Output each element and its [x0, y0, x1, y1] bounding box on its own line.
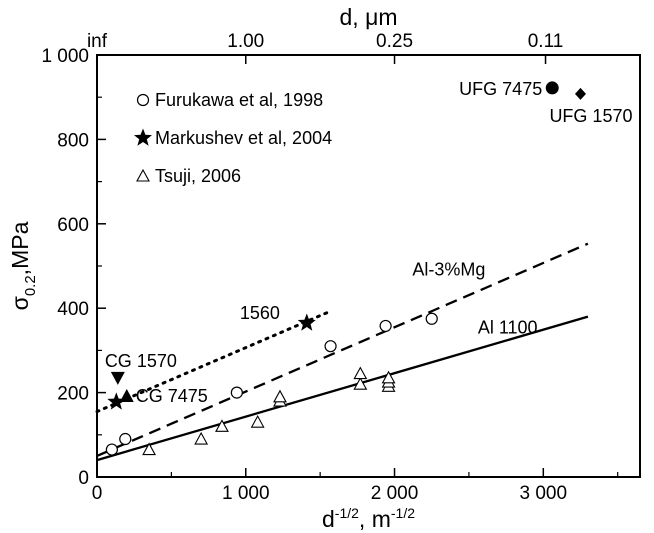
legend: Furukawa et al, 1998 Markushev et al, 200…: [134, 90, 332, 186]
data-point: [215, 419, 229, 432]
x-tick-label: 0: [92, 483, 103, 504]
y-tick-label: 800: [57, 130, 89, 151]
line-label: Al 1100: [478, 318, 538, 338]
legend-label: Furukawa et al, 1998: [155, 90, 323, 110]
y-tick-label: 1 000: [41, 46, 89, 67]
y-axis-title-sub: 0.2: [22, 275, 39, 296]
x-tick-label: 1 000: [222, 483, 270, 504]
trend-line: [95, 310, 330, 414]
legend-label: Markushev et al, 2004: [155, 128, 332, 148]
point-label: CG 7475: [136, 386, 208, 406]
point-label: CG 1570: [105, 351, 177, 371]
point-label: UFG 1570: [549, 106, 632, 126]
data-point: [297, 313, 316, 331]
y-tick-label: 0: [78, 468, 89, 489]
data-point-labeled: [119, 388, 134, 402]
trend-line: [96, 242, 589, 457]
data-point: [250, 414, 265, 428]
data-point: [142, 442, 156, 456]
x-axis-title-sup: -1/2: [391, 505, 415, 521]
x-axis-title-sup: -1/2: [335, 505, 359, 521]
line-label: Al-3%Mg: [412, 259, 485, 279]
data-point-labeled: [545, 81, 559, 95]
legend-item: Markushev et al, 2004: [134, 128, 332, 148]
y-tick-label: 600: [57, 215, 89, 236]
point-label: UFG 7475: [459, 79, 542, 99]
x-axis-title: d-1/2, m-1/2: [322, 505, 415, 532]
data-point-labeled: [574, 87, 586, 100]
data-point: [353, 366, 368, 380]
line-label: 1560: [240, 303, 280, 323]
trend-line: [96, 315, 589, 462]
data-point: [379, 319, 392, 333]
y-axis-title: σ0.2,MPa: [7, 221, 39, 310]
legend-marker: [136, 93, 150, 107]
legend-marker: [134, 128, 152, 146]
data-point: [324, 340, 337, 353]
data-point-labeled: [110, 371, 125, 385]
legend-item: Tsuji, 2006: [136, 166, 241, 186]
data-point: [425, 312, 438, 325]
legend-marker: [136, 168, 150, 182]
x-axis-title-part: d: [322, 506, 335, 532]
data-point: [119, 432, 132, 446]
legend-item: Furukawa et al, 1998: [136, 90, 323, 110]
top-tick-label: 0.11: [528, 31, 564, 52]
data-point: [353, 377, 368, 390]
legend-label: Tsuji, 2006: [155, 166, 241, 186]
data-point: [105, 443, 118, 456]
top-tick-label: inf: [87, 31, 108, 52]
x-tick-label: 3 000: [520, 483, 568, 504]
data-point: [107, 392, 126, 410]
y-axis-title-part: ,MPa: [7, 221, 33, 275]
data-point: [230, 386, 243, 399]
top-tick-label: 1.00: [227, 31, 264, 52]
data-point: [194, 431, 209, 445]
data-point: [273, 389, 287, 403]
top-tick-label: 0.25: [376, 31, 413, 52]
x-tick-label: 2 000: [371, 483, 419, 504]
y-tick-label: 400: [57, 299, 89, 320]
y-axis-title-part: σ: [7, 296, 33, 310]
data-point: [381, 370, 396, 384]
x-axis-title-part: , m: [359, 506, 391, 532]
top-axis-title: d, μm: [340, 4, 398, 30]
y-tick-label: 200: [57, 384, 89, 405]
